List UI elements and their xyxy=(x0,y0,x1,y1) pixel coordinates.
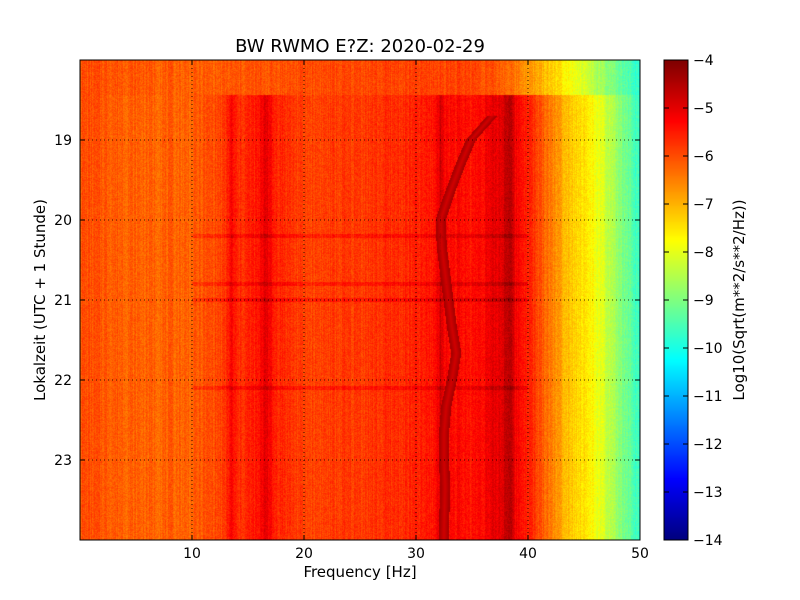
colorbar-tick-label: −4 xyxy=(693,53,714,69)
colorbar-tick-label: −8 xyxy=(693,245,714,261)
colorbar-tick-label: −11 xyxy=(693,389,723,405)
x-tick-label: 40 xyxy=(519,546,537,562)
colorbar-tick-label: −13 xyxy=(693,485,723,501)
y-tick-label: 21 xyxy=(54,293,72,309)
chart-title: BW RWMO E?Z: 2020-02-29 xyxy=(235,36,485,57)
colorbar-tick-label: −12 xyxy=(693,437,723,453)
y-tick-label: 22 xyxy=(54,373,72,389)
colorbar: −4 −5 −6 −7 −8 −9 −10 −11 −12 −13 −14 xyxy=(663,53,723,549)
colorbar-ticks: −4 −5 −6 −7 −8 −9 −10 −11 −12 −13 −14 xyxy=(664,53,723,549)
y-tick-label: 20 xyxy=(54,213,72,229)
colorbar-tick-label: −5 xyxy=(693,101,714,117)
x-axis-ticks: 10 20 30 40 50 xyxy=(183,60,649,562)
x-tick-label: 50 xyxy=(631,546,649,562)
colorbar-tick-label: −10 xyxy=(693,341,723,357)
x-tick-label: 30 xyxy=(407,546,425,562)
x-tick-label: 20 xyxy=(295,546,313,562)
y-axis-label: Lokalzeit (UTC + 1 Stunde) xyxy=(31,199,49,401)
colorbar-label: Log10(Sqrt(m**2/s**2/Hz)) xyxy=(730,199,748,400)
y-tick-label: 19 xyxy=(54,133,72,149)
grid-lines xyxy=(80,60,640,540)
colorbar-tick-label: −9 xyxy=(693,293,714,309)
colorbar-tick-label: −14 xyxy=(693,533,723,549)
x-axis-label: Frequency [Hz] xyxy=(303,563,416,581)
x-tick-label: 10 xyxy=(183,546,201,562)
colorbar-tick-label: −6 xyxy=(693,149,714,165)
spectrogram-plot-area: 10 20 30 40 50 19 20 21 22 23 xyxy=(54,59,649,562)
colorbar-tick-label: −7 xyxy=(693,197,714,213)
y-axis-ticks: 19 20 21 22 23 xyxy=(54,133,640,469)
y-tick-label: 23 xyxy=(54,453,72,469)
